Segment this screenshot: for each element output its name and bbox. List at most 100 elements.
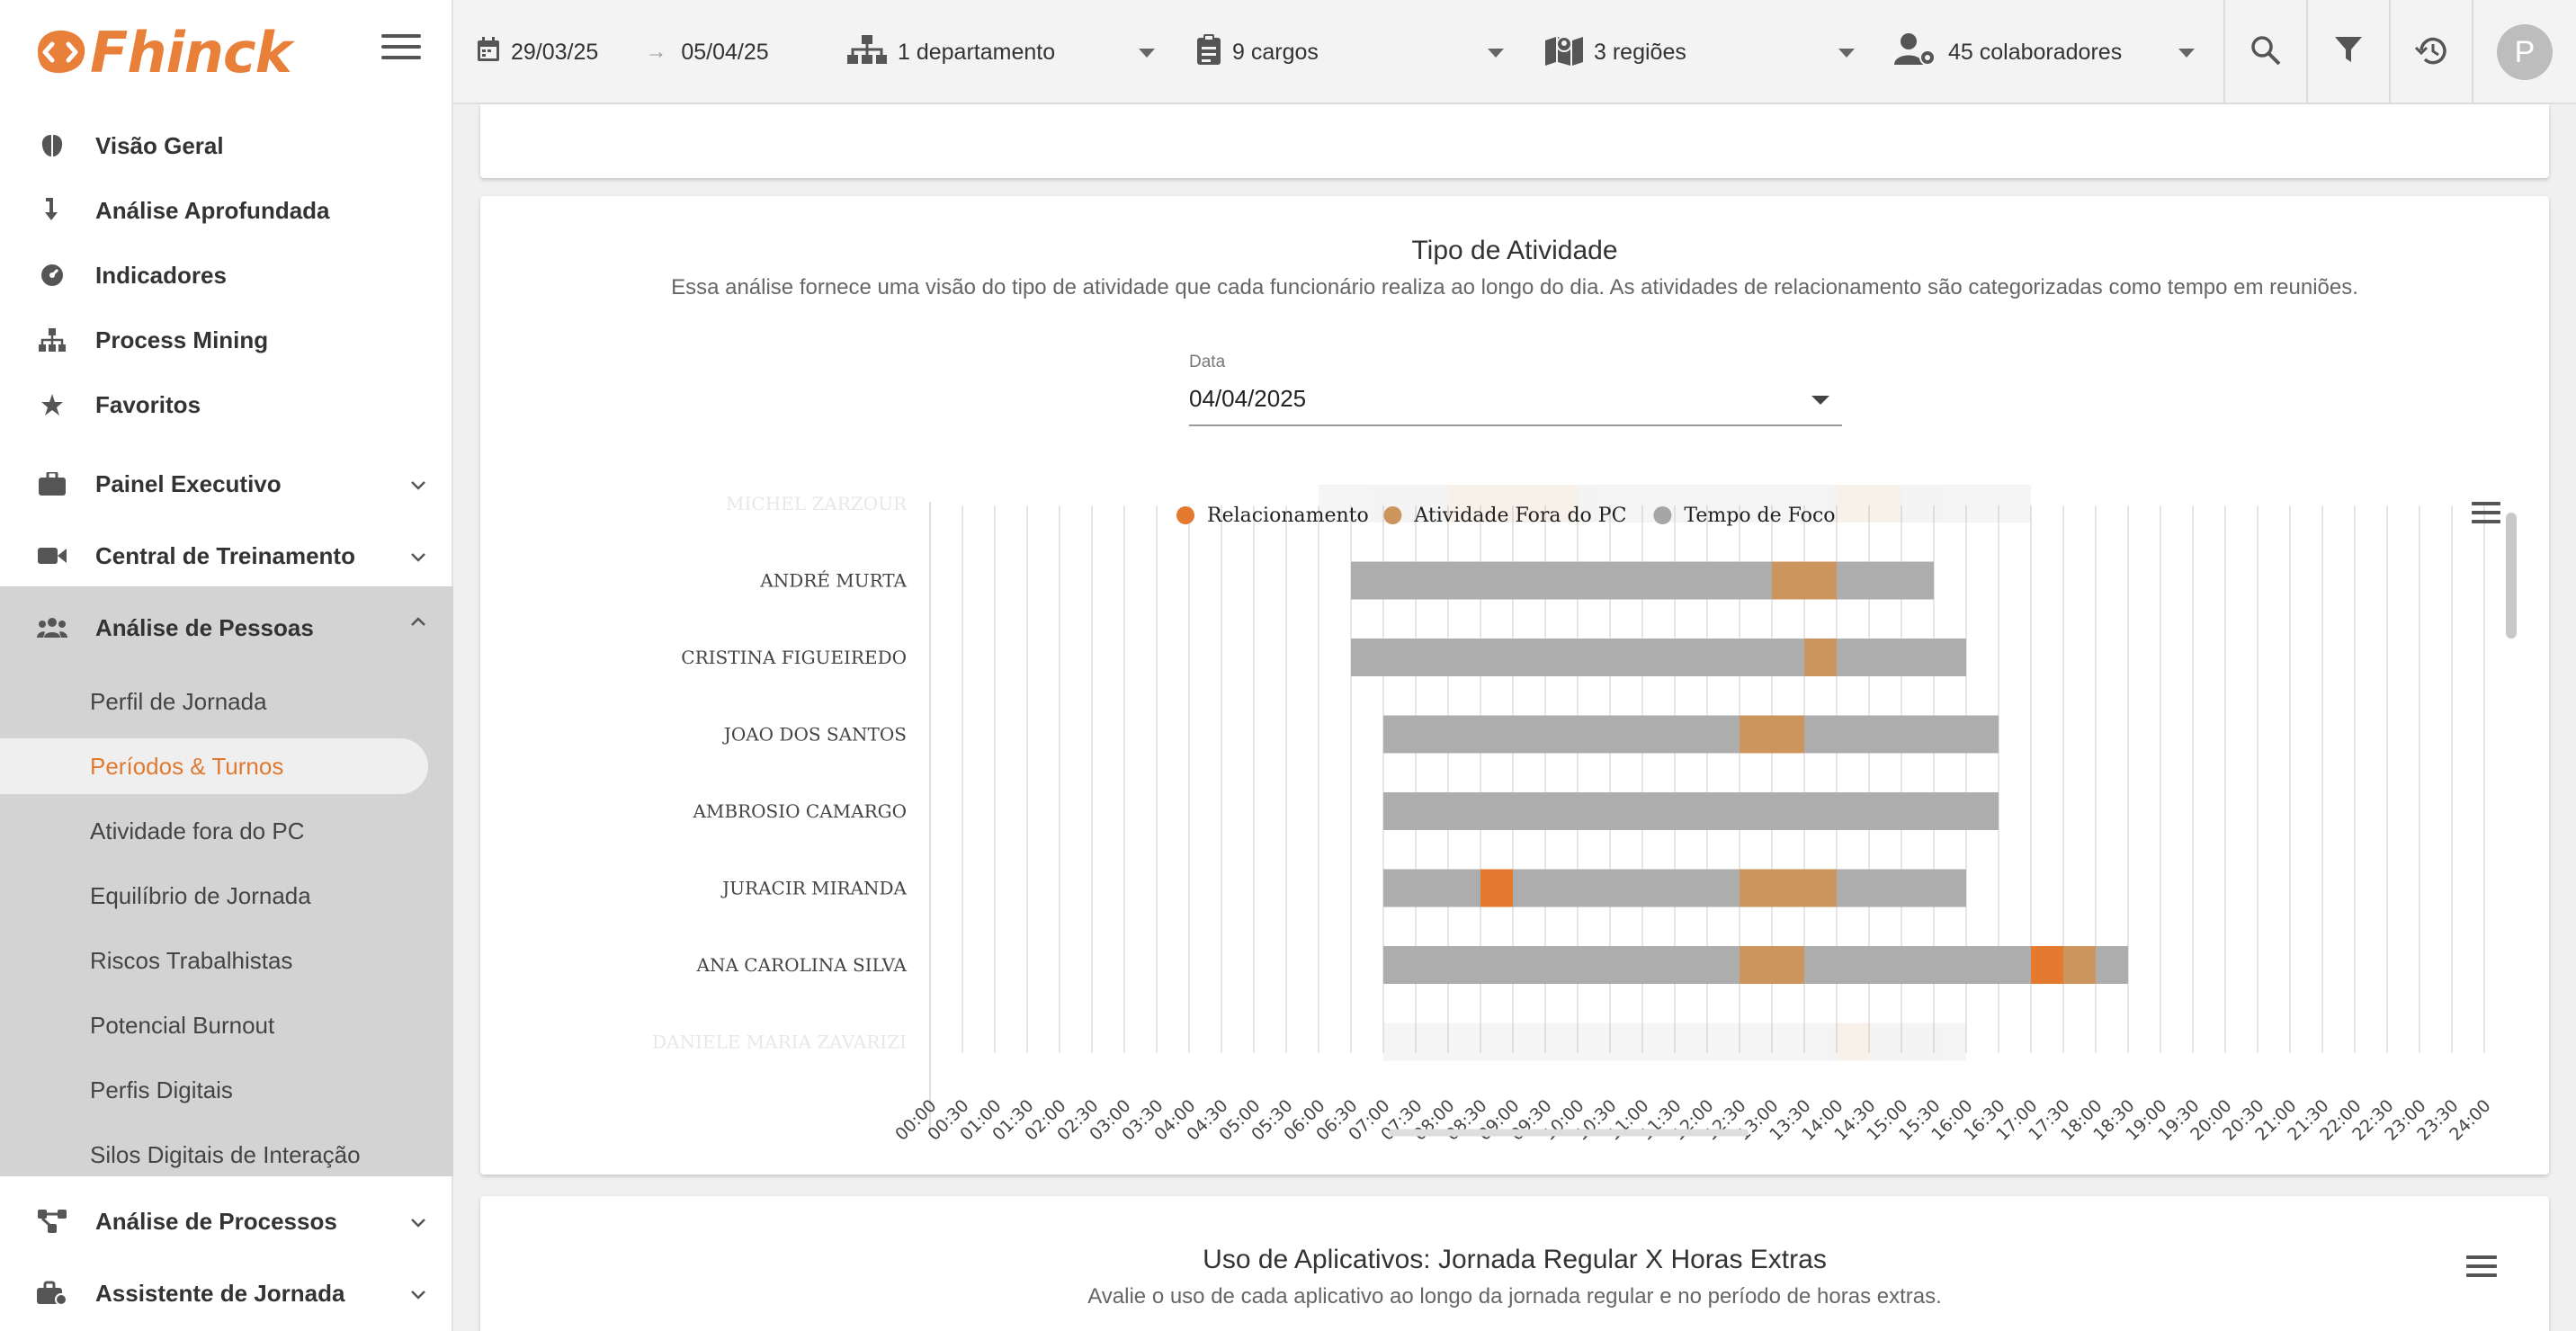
sidebar-item-assistente-de-jornada[interactable]: Assistente de Jornada	[0, 1257, 453, 1329]
activity-segment[interactable]	[1804, 639, 1837, 676]
top-filter-bar: 29/03/25 → 05/04/25 1 departamento 9 car…	[453, 0, 2576, 104]
activity-segment[interactable]	[2031, 946, 2063, 984]
activity-segment[interactable]	[1837, 869, 1966, 907]
fhinck-logo[interactable]: Fhinck	[29, 20, 292, 85]
activity-segment[interactable]	[1383, 946, 1740, 984]
sidebar-item-process-mining[interactable]: Process Mining	[0, 308, 453, 372]
sidebar-subitem[interactable]: Perfil de Jornada	[90, 687, 267, 715]
activity-segment[interactable]	[1351, 561, 1772, 600]
activity-segment[interactable]	[1740, 715, 1804, 754]
chart-menu-button[interactable]	[2466, 1255, 2497, 1282]
row-label: AMBROSIO CAMARGO	[692, 800, 907, 822]
row-label: JURACIR MIRANDA	[720, 878, 907, 899]
regions-filter[interactable]: 3 regiões	[1545, 0, 1855, 104]
activity-segment[interactable]	[1837, 1023, 1869, 1061]
arrow-right-icon: →	[645, 40, 667, 64]
legend-label: Tempo de Foco	[1684, 505, 1835, 527]
sidebar-item-central-de-treinamento[interactable]: Central de Treinamento	[0, 520, 453, 592]
sidebar-item-analise-de-processos[interactable]: Análise de Processos	[0, 1185, 453, 1257]
sidebar-subitem[interactable]: Atividade fora do PC	[90, 817, 305, 844]
chevron-up-icon	[410, 615, 426, 631]
filter-button[interactable]	[2306, 0, 2389, 104]
sidebar-item-analise-aprofundada[interactable]: Análise Aprofundada	[0, 178, 453, 243]
activity-segment[interactable]	[1740, 946, 1804, 984]
clipboard-icon	[1196, 33, 1221, 71]
activity-segment[interactable]	[1383, 1023, 1837, 1061]
sidebar-item-label: Favoritos	[95, 390, 201, 418]
activity-segment[interactable]	[1837, 485, 1901, 523]
dropdown-arrow-icon	[1139, 49, 1155, 58]
activity-segment[interactable]	[1837, 639, 1966, 676]
activity-segment[interactable]	[1480, 869, 1513, 907]
activity-segment[interactable]	[1578, 485, 1837, 523]
history-icon	[2414, 35, 2448, 70]
activity-segment[interactable]	[1804, 946, 2031, 984]
app-usage-card: Uso de Aplicativos: Jornada Regular X Ho…	[480, 1196, 2549, 1331]
process-flow-icon	[36, 1205, 68, 1237]
legend-label: Atividade Fora do PC	[1413, 505, 1626, 527]
chart-row: DANIELE MARIA ZAVARIZI	[652, 1023, 1966, 1061]
map-marker-icon	[1545, 33, 1583, 72]
hamburger-menu-icon[interactable]	[381, 34, 421, 70]
nav-group-header-pessoas[interactable]: Análise de Pessoas	[0, 586, 453, 669]
chart-row: ANDRÉ MURTA	[759, 561, 1934, 600]
activity-segment[interactable]	[1869, 1023, 1966, 1061]
brain-icon	[36, 130, 68, 162]
sidebar-item-label: Assistente de Jornada	[95, 1279, 345, 1307]
chart-scrollbar[interactable]	[2506, 513, 2517, 639]
collaborators-value: 45 colaboradores	[1948, 39, 2123, 65]
sidebar-subitem[interactable]: Potencial Burnout	[90, 1011, 275, 1039]
chart-row: AMBROSIO CAMARGO	[692, 792, 1999, 830]
previous-card	[480, 104, 2549, 178]
nav-bottom-list: Análise de Processos Assistente de Jornad…	[0, 1185, 453, 1329]
date-select[interactable]: Data 04/04/2025	[1189, 349, 1842, 426]
sidebar-item-favoritos[interactable]: Favoritos	[0, 372, 453, 437]
sidebar-item-label: Visão Geral	[95, 131, 224, 159]
collaborators-filter[interactable]: 45 colaboradores	[1894, 0, 2195, 104]
chart-menu-button[interactable]	[2472, 502, 2500, 529]
activity-segment[interactable]	[1901, 485, 2031, 523]
activity-segment[interactable]	[1383, 792, 1999, 830]
activity-segment[interactable]	[1383, 869, 1480, 907]
sidebar-subitem[interactable]: Equilíbrio de Jornada	[90, 881, 311, 909]
sidebar-subitem[interactable]: Riscos Trabalhistas	[90, 946, 293, 974]
history-button[interactable]	[2389, 0, 2472, 104]
date-select-value: 04/04/2025	[1189, 385, 1307, 412]
activity-segment[interactable]	[1804, 715, 1999, 754]
sidebar-subitem[interactable]: Períodos & Turnos	[0, 738, 428, 794]
activity-segment[interactable]	[2096, 946, 2128, 984]
row-label: MICHEL ZARZOUR	[726, 493, 908, 514]
activity-segment[interactable]	[1740, 869, 1837, 907]
activity-segment[interactable]	[2063, 946, 2096, 984]
search-icon	[2250, 35, 2281, 70]
sidebar-item-indicadores[interactable]: Indicadores	[0, 243, 453, 308]
date-range-filter[interactable]: 29/03/25 → 05/04/25	[477, 0, 769, 104]
card-title: Tipo de Atividade	[1411, 236, 1618, 265]
row-label: ANA CAROLINA SILVA	[696, 954, 908, 976]
activity-segment[interactable]	[1319, 485, 1448, 523]
logo-icon	[29, 24, 94, 80]
legend-marker	[1653, 506, 1672, 524]
sidebar-item-painel-executivo[interactable]: Painel Executivo	[0, 448, 453, 520]
sidebar-subitem[interactable]: Silos Digitais de Interação	[90, 1140, 361, 1168]
chart-row: MICHEL ZARZOUR	[726, 485, 2031, 523]
sidebar-subitem[interactable]: Perfis Digitais	[90, 1076, 233, 1103]
sidebar-item-visao-geral[interactable]: Visão Geral	[0, 113, 453, 178]
roles-filter[interactable]: 9 cargos	[1196, 0, 1504, 104]
date-from: 29/03/25	[511, 39, 599, 65]
search-button[interactable]	[2223, 0, 2306, 104]
activity-type-card: Tipo de Atividade Essa análise fornece u…	[480, 196, 2549, 1175]
user-menu-button[interactable]: P	[2472, 0, 2576, 104]
sidebar-item-label: Painel Executivo	[95, 469, 282, 497]
activity-segment[interactable]	[1513, 869, 1740, 907]
funnel-icon	[2335, 36, 2362, 68]
activity-segment[interactable]	[1837, 561, 1934, 600]
dropdown-arrow-icon	[1488, 49, 1504, 58]
activity-segment[interactable]	[1772, 561, 1837, 600]
department-filter[interactable]: 1 departamento	[847, 0, 1155, 104]
activity-segment[interactable]	[1383, 715, 1740, 754]
user-gear-icon	[1894, 32, 1937, 73]
chart-row: JOAO DOS SANTOS	[722, 715, 1999, 754]
activity-segment[interactable]	[1351, 639, 1804, 676]
activity-segment[interactable]	[1448, 485, 1578, 523]
